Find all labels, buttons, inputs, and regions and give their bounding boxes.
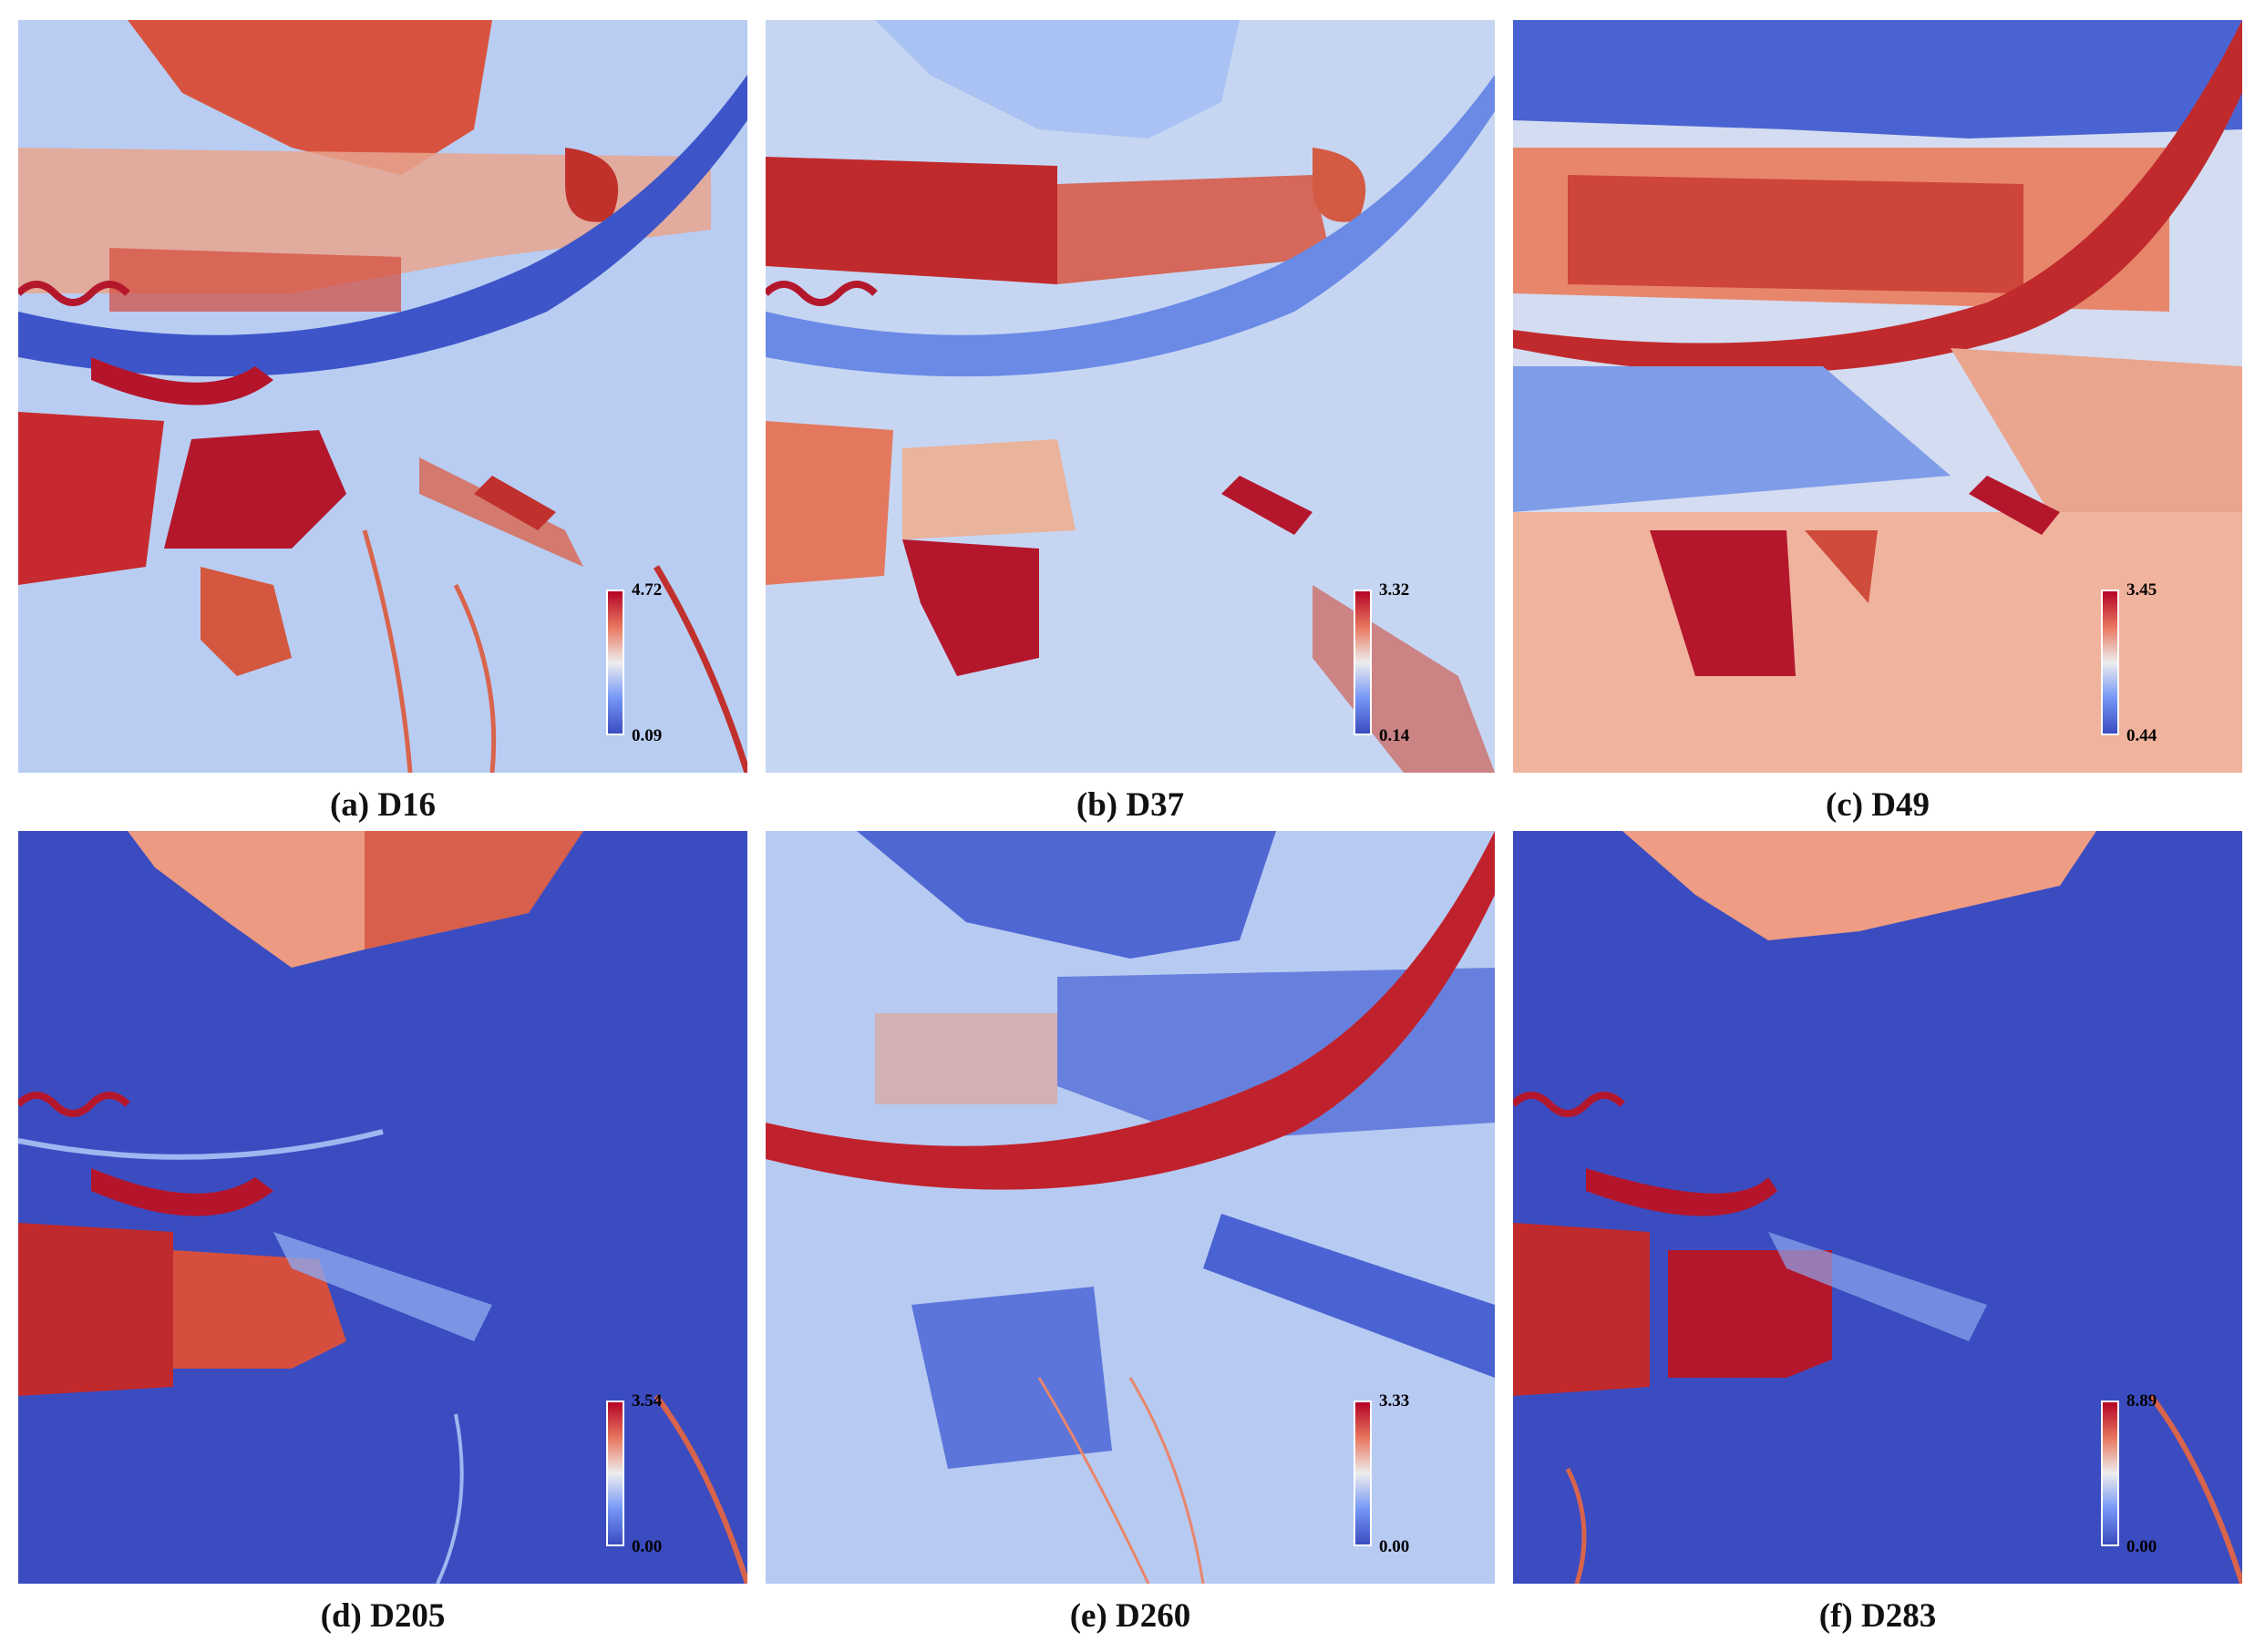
colorbar-min-label: 0.09 xyxy=(632,726,663,745)
colorbar-min-label: 0.44 xyxy=(2126,726,2157,745)
colorbar-d16: 4.72 0.09 xyxy=(606,580,688,745)
map-panel-d260: 3.33 0.00 xyxy=(766,831,1495,1584)
map-panel-d283: 8.89 0.00 xyxy=(1513,831,2242,1584)
colorbar-min-label: 0.00 xyxy=(1379,1537,1410,1556)
colorbar-d260: 3.33 0.00 xyxy=(1354,1391,1436,1556)
colorbar-max-label: 4.72 xyxy=(632,580,663,600)
colorbar-min-label: 0.00 xyxy=(632,1537,663,1556)
colorbar-gradient xyxy=(2101,1401,2119,1546)
heatmap-image-d283 xyxy=(1513,831,2242,1584)
colorbar-max-label: 3.54 xyxy=(632,1391,663,1411)
colorbar-gradient xyxy=(1354,590,1372,735)
panel-caption-d37: (b) D37 xyxy=(1076,786,1185,824)
panel-caption-d283: (f) D283 xyxy=(1818,1597,1937,1635)
map-panel-d16: 4.72 0.09 xyxy=(18,20,747,773)
panel-caption-d260: (e) D260 xyxy=(1069,1597,1191,1635)
panel-caption-d205: (d) D205 xyxy=(320,1597,446,1635)
colorbar-gradient xyxy=(606,590,624,735)
panel-caption-d49: (c) D49 xyxy=(1825,786,1930,824)
colorbar-max-label: 3.45 xyxy=(2126,580,2157,600)
map-panel-d37: 3.32 0.14 xyxy=(766,20,1495,773)
colorbar-max-label: 3.33 xyxy=(1379,1391,1410,1411)
heatmap-image-d205 xyxy=(18,831,747,1584)
colorbar-max-label: 8.89 xyxy=(2126,1391,2157,1411)
colorbar-min-label: 0.14 xyxy=(1379,726,1410,745)
colorbar-gradient xyxy=(1354,1401,1372,1546)
colorbar-d283: 8.89 0.00 xyxy=(2101,1391,2183,1556)
colorbar-max-label: 3.32 xyxy=(1379,580,1410,600)
map-panel-d205: 3.54 0.00 xyxy=(18,831,747,1584)
heatmap-image-d260 xyxy=(766,831,1495,1584)
colorbar-gradient xyxy=(2101,590,2119,735)
colorbar-d49: 3.45 0.44 xyxy=(2101,580,2183,745)
colorbar-min-label: 0.00 xyxy=(2126,1537,2157,1556)
colorbar-gradient xyxy=(606,1401,624,1546)
heatmap-image-d37 xyxy=(766,20,1495,773)
panel-caption-d16: (a) D16 xyxy=(329,786,437,824)
map-panel-d49: 3.45 0.44 xyxy=(1513,20,2242,773)
heatmap-image-d16 xyxy=(18,20,747,773)
heatmap-image-d49 xyxy=(1513,20,2242,773)
colorbar-d205: 3.54 0.00 xyxy=(606,1391,688,1556)
colorbar-d37: 3.32 0.14 xyxy=(1354,580,1436,745)
